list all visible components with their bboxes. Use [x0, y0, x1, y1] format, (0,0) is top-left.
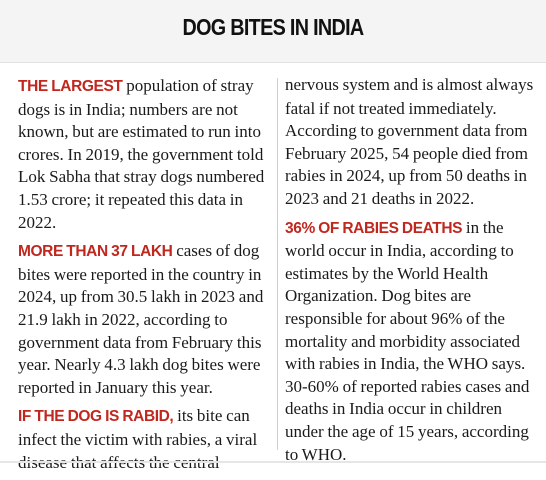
paragraph-text: cases of dog bites were reported in the … — [18, 241, 264, 397]
paragraph-lead: THE LARGEST — [18, 78, 123, 95]
paragraph-text: population of stray dogs is in India; nu… — [18, 76, 265, 232]
paragraph-who-estimates: 36% OF RABIES DEATHS in the world occur … — [285, 217, 535, 467]
bottom-rule — [0, 461, 546, 463]
paragraph-lead: IF THE DOG IS RABID, — [18, 408, 174, 426]
paragraph-rabies-deaths: nervous system and is almost always fata… — [285, 74, 535, 211]
title-band: DOG BITES IN INDIA — [0, 0, 546, 63]
right-column: nervous system and is almost always fata… — [285, 74, 535, 472]
paragraph-dog-bite-cases: MORE THAN 37 LAKH cases of dog bites wer… — [18, 240, 270, 399]
paragraph-stray-dog-population: THE LARGEST population of stray dogs is … — [18, 75, 270, 234]
paragraph-lead: MORE THAN 37 LAKH — [18, 243, 173, 261]
paragraph-text: nervous system and is almost always fata… — [285, 75, 534, 208]
paragraph-rabid-dog: IF THE DOG IS RABID, its bite can infect… — [18, 405, 270, 474]
paragraph-lead: 36% OF RABIES DEATHS — [285, 219, 463, 237]
paragraph-text: in the world occur in India, according t… — [285, 217, 530, 464]
left-column: THE LARGEST population of stray dogs is … — [18, 75, 270, 480]
page-title: DOG BITES IN INDIA — [182, 14, 364, 40]
column-divider — [277, 78, 278, 450]
